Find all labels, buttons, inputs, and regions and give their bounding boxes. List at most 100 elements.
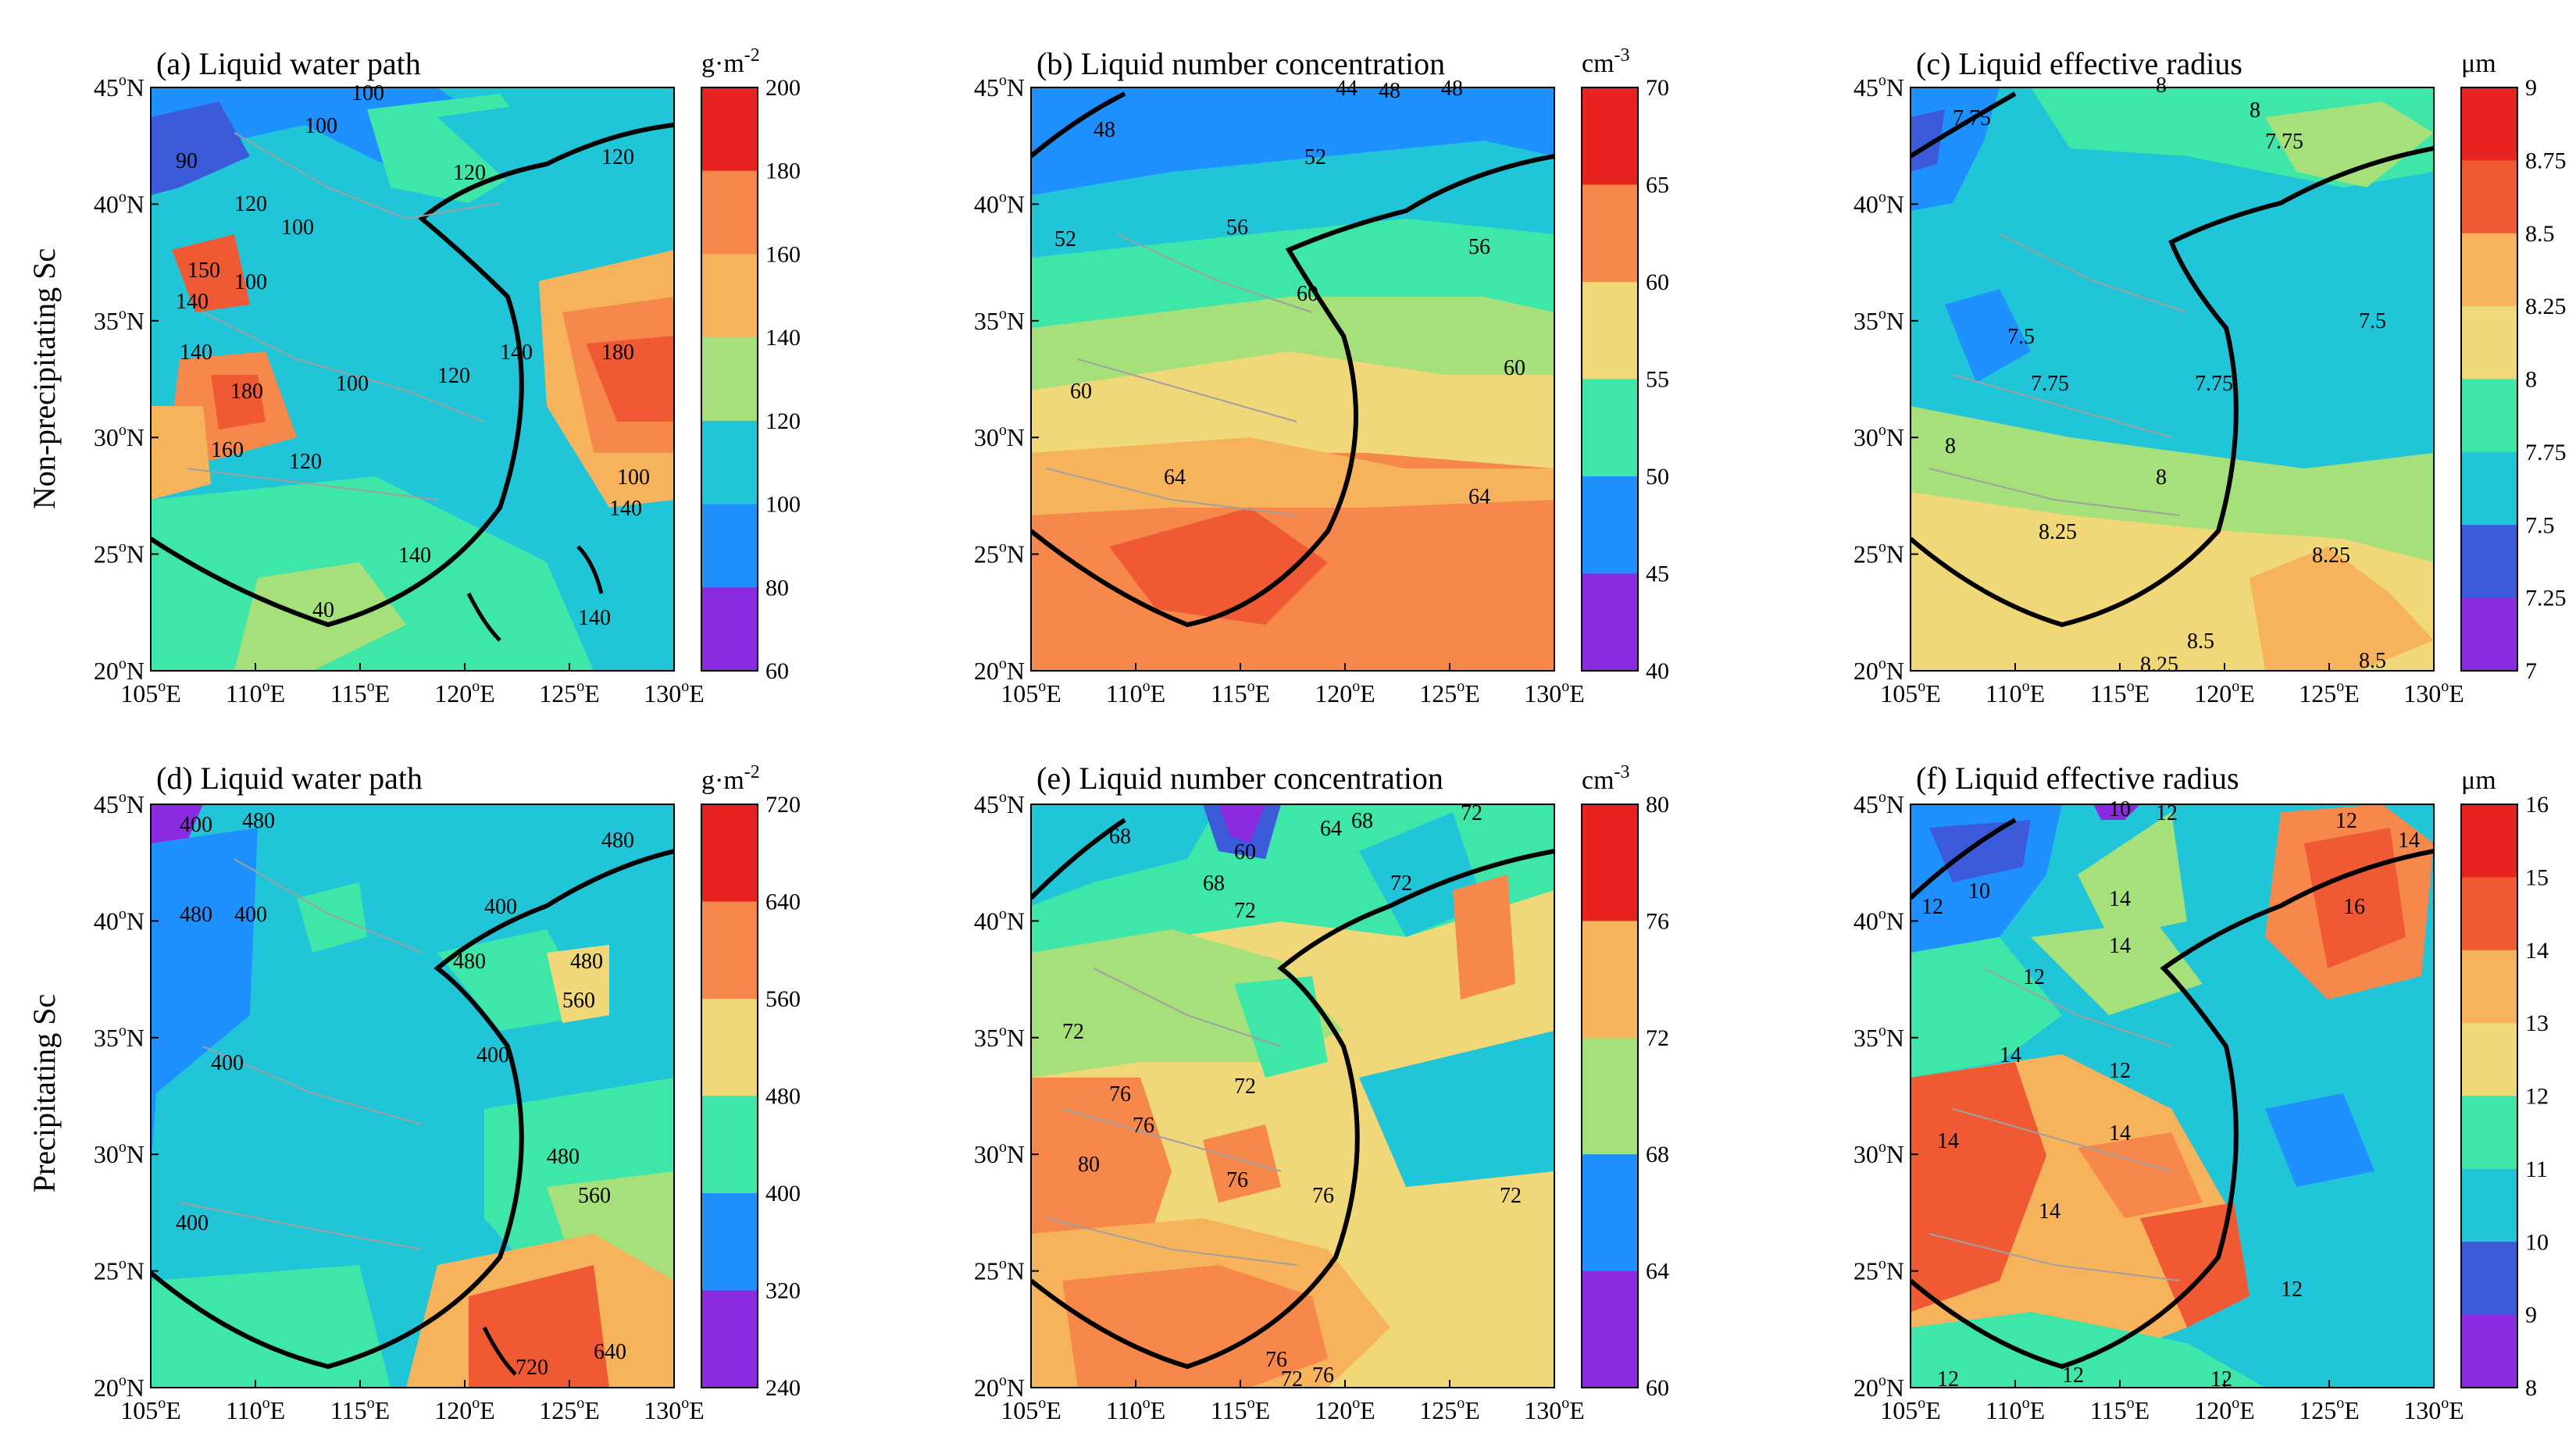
panel-b: (b) Liquid number concentration 44 48 48… xyxy=(1030,46,1555,672)
svg-text:72: 72 xyxy=(1461,801,1482,825)
svg-text:14: 14 xyxy=(1937,1129,1959,1153)
lon-tick-label: 105oE xyxy=(1001,678,1061,707)
panel-d-title: (d) Liquid water path xyxy=(156,761,423,796)
colorbar-tick-label: 9 xyxy=(2525,75,2537,101)
lat-tick-label: 35oN xyxy=(1854,305,1904,335)
svg-text:720: 720 xyxy=(516,1356,548,1380)
svg-text:60: 60 xyxy=(1070,380,1092,404)
lon-tick-label: 125oE xyxy=(2299,678,2360,707)
svg-text:120: 120 xyxy=(437,364,470,388)
colorbar-tick-label: 8.5 xyxy=(2525,221,2555,247)
lon-tick-label: 125oE xyxy=(539,1395,600,1424)
colorbar-tick-label: 14 xyxy=(2525,938,2549,964)
colorbar-tick-label: 60 xyxy=(1646,1375,1669,1401)
colorbar-tick-label: 140 xyxy=(765,325,801,351)
svg-text:100: 100 xyxy=(351,81,384,105)
svg-text:400: 400 xyxy=(176,1211,209,1235)
lat-tick-label: 30oN xyxy=(94,1139,144,1168)
lat-tick-label: 35oN xyxy=(1854,1022,1904,1052)
svg-text:72: 72 xyxy=(1234,899,1256,923)
svg-text:68: 68 xyxy=(1203,871,1225,896)
lon-tick-label: 125oE xyxy=(1419,1395,1480,1424)
colorbar-swatch xyxy=(701,587,758,672)
panel-f-axes: 105oE 110oE 115oE 120oE 125oE 130oE 45oN 40oN 35… xyxy=(1854,766,2549,1424)
svg-text:100: 100 xyxy=(305,114,337,138)
colorbar-tick-label: 320 xyxy=(765,1278,801,1304)
lon-tick-label: 130oE xyxy=(644,1395,705,1424)
svg-text:120: 120 xyxy=(234,192,267,216)
colorbar-tick-label: 200 xyxy=(765,75,801,101)
svg-text:560: 560 xyxy=(578,1184,611,1208)
lon-tick-label: 120oE xyxy=(434,1395,495,1424)
lat-tick-label: 40oN xyxy=(974,188,1025,218)
svg-text:120: 120 xyxy=(453,161,486,185)
panel-c-map xyxy=(1911,87,2434,671)
panel-e-contour-labels: 68 60 64 68 72 72 68 72 72 76 76 80 72 7… xyxy=(1062,801,1522,1392)
colorbar-tick-label: 64 xyxy=(1646,1259,1669,1285)
svg-text:7.75: 7.75 xyxy=(2195,372,2233,396)
colorbar-swatch xyxy=(2461,1023,2517,1096)
lat-tick-label: 35oN xyxy=(974,305,1025,335)
lat-tick-label: 35oN xyxy=(94,1022,144,1052)
colorbar-tick-label: 560 xyxy=(765,986,801,1012)
svg-text:560: 560 xyxy=(562,989,595,1013)
svg-text:140: 140 xyxy=(500,340,533,365)
svg-text:14: 14 xyxy=(2000,1043,2021,1067)
panel-c-axes: 105oE 110oE 115oE 120oE 125oE 130oE 45oN 40oN 35… xyxy=(1854,49,2567,707)
colorbar-tick-label: 70 xyxy=(1646,75,1669,101)
lon-tick-label: 120oE xyxy=(1315,678,1375,707)
colorbar-tick-label: 55 xyxy=(1646,367,1669,393)
svg-text:72: 72 xyxy=(1281,1367,1303,1392)
panel-e-unit: cm-3 xyxy=(1582,762,1630,795)
colorbar-tick-label: 80 xyxy=(1646,792,1669,818)
colorbar-swatch xyxy=(2461,87,2517,161)
svg-text:100: 100 xyxy=(234,270,267,294)
lon-tick-label: 130oE xyxy=(1524,678,1585,707)
colorbar-tick-label: 60 xyxy=(765,658,789,684)
colorbar-swatch xyxy=(2461,451,2517,526)
svg-text:12: 12 xyxy=(2210,1367,2232,1392)
colorbar-swatch xyxy=(2461,1168,2517,1242)
colorbar-tick-label: 15 xyxy=(2525,864,2549,890)
svg-text:48: 48 xyxy=(1379,79,1400,103)
lat-tick-label: 45oN xyxy=(974,789,1025,818)
svg-text:76: 76 xyxy=(1133,1114,1154,1138)
svg-text:7.5: 7.5 xyxy=(2359,309,2386,333)
svg-text:10: 10 xyxy=(2109,797,2131,821)
svg-text:76: 76 xyxy=(1312,1363,1334,1388)
lon-tick-label: 105oE xyxy=(120,678,181,707)
colorbar-swatch xyxy=(2461,950,2517,1024)
colorbar-tick-label: 8.25 xyxy=(2525,294,2567,319)
lat-tick-label: 30oN xyxy=(1854,1139,1904,1168)
svg-text:56: 56 xyxy=(1468,235,1490,259)
svg-text:68: 68 xyxy=(1109,825,1131,849)
lat-tick-label: 40oN xyxy=(974,905,1025,935)
svg-text:12: 12 xyxy=(2335,809,2357,833)
panel-a-map xyxy=(151,87,674,671)
lon-tick-label: 130oE xyxy=(644,678,705,707)
panel-d-unit: g·m-2 xyxy=(701,762,760,795)
svg-text:7.75: 7.75 xyxy=(1953,106,1991,130)
colorbar-tick-label: 720 xyxy=(765,792,801,818)
lat-tick-label: 45oN xyxy=(94,789,144,818)
svg-text:52: 52 xyxy=(1304,145,1326,169)
lon-tick-label: 110oE xyxy=(226,678,285,707)
colorbar-tick-label: 7 xyxy=(2525,658,2537,684)
lon-tick-label: 115oE xyxy=(1211,678,1270,707)
lat-tick-label: 40oN xyxy=(94,188,144,218)
colorbar-swatch xyxy=(2461,804,2517,878)
panel-d-colorbar: 720 640 560 480 400 320 240 g·m-2 xyxy=(701,762,801,1401)
lat-tick-label: 30oN xyxy=(1854,422,1904,451)
panel-f-colorbar: 16 15 14 13 12 11 10 9 8 μm xyxy=(2460,766,2549,1401)
panel-d: (d) Liquid water path 400 480 480 480 40… xyxy=(150,761,675,1388)
svg-text:60: 60 xyxy=(1234,840,1256,864)
svg-text:120: 120 xyxy=(601,145,634,169)
colorbar-swatch xyxy=(701,1096,758,1194)
panel-c-colorbar: 9 8.75 8.5 8.25 8 7.75 7.5 7.25 7 μm xyxy=(2460,49,2567,684)
colorbar-swatch xyxy=(701,504,758,588)
lat-tick-label: 35oN xyxy=(94,305,144,335)
colorbar-tick-label: 80 xyxy=(765,575,789,600)
colorbar-swatch xyxy=(2461,877,2517,951)
svg-text:72: 72 xyxy=(1234,1074,1256,1099)
